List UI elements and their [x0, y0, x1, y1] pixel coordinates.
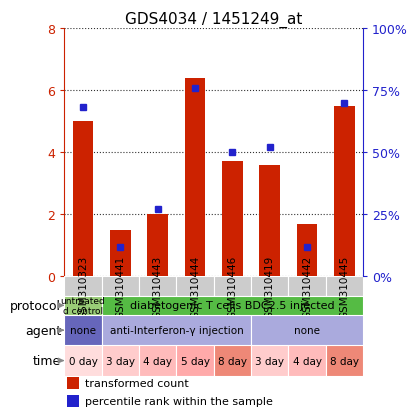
Text: transformed count: transformed count — [85, 378, 189, 388]
Bar — [222, 162, 243, 277]
Text: GSM310444: GSM310444 — [190, 255, 200, 318]
Bar — [110, 230, 131, 277]
Bar — [251, 346, 288, 376]
Text: anti-Interferon-γ injection: anti-Interferon-γ injection — [110, 325, 243, 335]
Bar — [326, 346, 363, 376]
Text: GSM310446: GSM310446 — [227, 255, 237, 318]
Text: GSM310419: GSM310419 — [265, 255, 275, 318]
Bar — [102, 296, 363, 315]
Bar — [102, 346, 139, 376]
Bar — [64, 296, 102, 315]
Bar — [251, 315, 363, 346]
Bar — [176, 346, 214, 376]
Text: diabetogenic T cells BDC2.5 injected: diabetogenic T cells BDC2.5 injected — [130, 301, 335, 311]
Title: GDS4034 / 1451249_at: GDS4034 / 1451249_at — [125, 12, 303, 28]
Text: time: time — [33, 354, 61, 367]
Bar — [67, 377, 79, 389]
Text: none: none — [294, 325, 320, 335]
Text: 4 day: 4 day — [293, 356, 322, 366]
Text: percentile rank within the sample: percentile rank within the sample — [85, 396, 273, 406]
Text: untreated
d control: untreated d control — [61, 296, 105, 315]
Bar — [259, 165, 280, 277]
Bar — [102, 277, 139, 296]
Bar — [251, 277, 288, 296]
Bar — [67, 395, 79, 406]
Text: 4 day: 4 day — [143, 356, 172, 366]
Bar — [297, 224, 317, 277]
Text: 0 day: 0 day — [68, 356, 98, 366]
Text: GSM310323: GSM310323 — [78, 255, 88, 318]
Text: protocol: protocol — [10, 299, 61, 312]
Bar — [139, 277, 176, 296]
Text: agent: agent — [25, 324, 61, 337]
Bar — [147, 215, 168, 277]
Bar — [288, 277, 326, 296]
Bar — [64, 346, 102, 376]
Bar — [102, 315, 251, 346]
Bar — [334, 106, 355, 277]
Bar — [64, 277, 102, 296]
Bar — [64, 315, 102, 346]
Text: GSM310445: GSM310445 — [339, 255, 349, 318]
Bar — [73, 122, 93, 277]
Text: GSM310443: GSM310443 — [153, 255, 163, 318]
Text: none: none — [70, 325, 96, 335]
Text: 5 day: 5 day — [181, 356, 210, 366]
Bar — [139, 346, 176, 376]
Text: 8 day: 8 day — [218, 356, 247, 366]
Text: GSM310441: GSM310441 — [115, 255, 125, 318]
Bar — [176, 277, 214, 296]
Bar — [214, 346, 251, 376]
Text: 8 day: 8 day — [330, 356, 359, 366]
Text: 3 day: 3 day — [106, 356, 135, 366]
Bar — [214, 277, 251, 296]
Bar — [185, 78, 205, 277]
Bar — [326, 277, 363, 296]
Text: GSM310442: GSM310442 — [302, 255, 312, 318]
Text: 3 day: 3 day — [255, 356, 284, 366]
Bar — [288, 346, 326, 376]
